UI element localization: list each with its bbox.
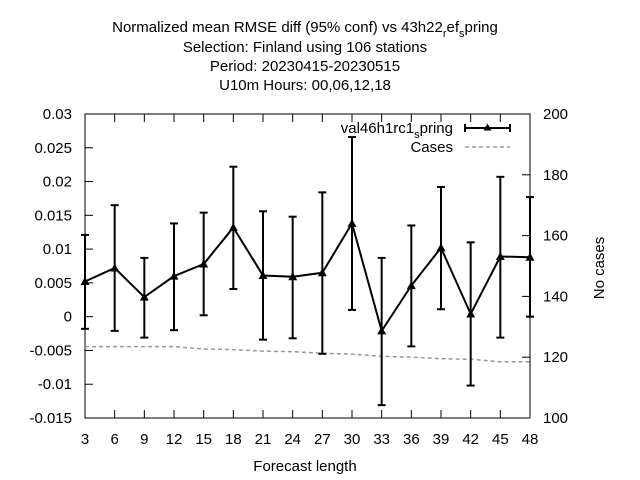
y-tick-label: 0.005	[34, 275, 72, 292]
data-point	[169, 271, 179, 280]
title-line-3: Period: 20230415-20230515	[210, 58, 400, 75]
x-tick-label: 42	[462, 431, 479, 448]
x-tick-label: 3	[81, 431, 89, 448]
y-tick-label: 0.015	[34, 207, 72, 224]
data-point	[228, 223, 238, 231]
title-line-1: Normalized mean RMSE diff (95% conf) vs …	[112, 19, 498, 40]
y-tick-label: 0	[64, 309, 72, 326]
main-series	[80, 135, 535, 407]
x-tick-label: 12	[166, 431, 183, 448]
data-point	[288, 272, 298, 281]
data-point	[110, 263, 120, 272]
x-tick-label: 48	[522, 431, 539, 448]
x-tick-label: 9	[140, 431, 148, 448]
plot-frame	[84, 113, 531, 419]
y-tick-label: 0.02	[43, 174, 72, 191]
data-point	[377, 326, 387, 335]
x-tick-label: 45	[492, 431, 509, 448]
x-tick-label: 33	[373, 431, 390, 448]
data-point	[258, 271, 268, 279]
data-point	[347, 218, 357, 227]
y2-axis: 100 120 140 160 180 200	[522, 106, 568, 427]
data-point	[139, 292, 149, 301]
y-tick-label: 0.03	[43, 106, 72, 123]
data-point	[199, 259, 209, 268]
legend: val46h1rc1spring Cases	[341, 120, 511, 156]
cases-line	[85, 345, 530, 363]
x-tick-label: 39	[433, 431, 450, 448]
data-point	[406, 281, 416, 290]
x-tick-label: 21	[255, 431, 272, 448]
x-tick-label: 6	[110, 431, 118, 448]
legend-label-cases: Cases	[410, 139, 453, 156]
data-point	[525, 252, 535, 261]
title-line-2: Selection: Finland using 106 stations	[183, 39, 427, 56]
x-tick-label: 30	[344, 431, 361, 448]
y-tick-label: 0.025	[34, 140, 72, 157]
x-axis-label: Forecast length	[253, 458, 356, 475]
data-point	[436, 243, 446, 252]
y2-tick-label: 140	[543, 288, 568, 305]
main-line	[84, 220, 531, 334]
x-tick-label: 36	[403, 431, 420, 448]
y-axis: -0.015 -0.01 -0.005 0 0.005 0.01 0.015 0.02 0.02…	[29, 106, 93, 427]
y-tick-label: -0.015	[29, 410, 72, 427]
y2-tick-label: 120	[543, 349, 568, 366]
legend-marker-main	[483, 123, 492, 131]
x-axis: 3 6 9 12 15 18 21 24 27 30 33 36 39 42 45 48	[81, 114, 539, 448]
y2-tick-label: 160	[543, 228, 568, 245]
data-point	[80, 277, 90, 285]
x-tick-label: 15	[195, 431, 212, 448]
y-tick-label: -0.005	[29, 342, 72, 359]
legend-label-main: val46h1rc1spring	[341, 120, 453, 141]
cases-series	[85, 345, 530, 363]
data-point	[317, 268, 327, 277]
y2-tick-label: 180	[543, 167, 568, 184]
x-tick-label: 24	[284, 431, 301, 448]
y2-axis-label: No cases	[591, 237, 608, 300]
y-tick-label: 0.01	[43, 241, 72, 258]
data-point	[466, 309, 476, 318]
y-tick-label: -0.01	[38, 376, 72, 393]
title-line-4: U10m Hours: 00,06,12,18	[219, 77, 391, 94]
y2-tick-label: 200	[543, 106, 568, 123]
x-tick-label: 18	[225, 431, 242, 448]
y2-tick-label: 100	[543, 410, 568, 427]
data-point	[495, 252, 505, 260]
x-tick-label: 27	[314, 431, 331, 448]
chart-title: Normalized mean RMSE diff (95% conf) vs …	[112, 19, 498, 94]
